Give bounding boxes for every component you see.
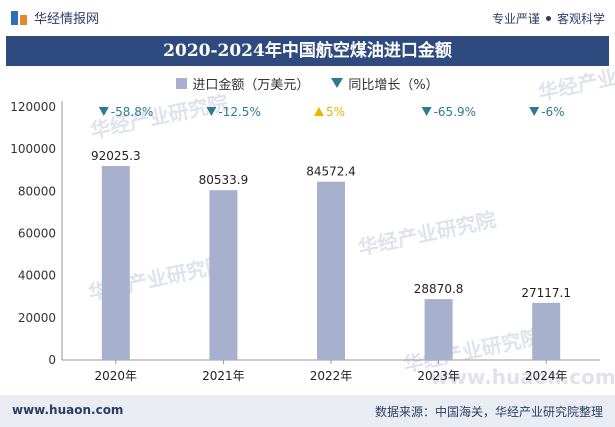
chart-area: 华经产业研究院华经产业研究院华经产业研究院华经产业研究院华经产业研究院www.h… (10, 52, 615, 389)
logo-icon (11, 10, 27, 25)
logo[interactable]: 华经情报网 (10, 8, 99, 27)
growth-label: -6% (541, 105, 564, 119)
chart-title: 2020-2024年中国航空煤油进口金额 (6, 36, 609, 66)
separator-dot-icon (545, 16, 551, 21)
legend-label-growth: 同比增长（%） (348, 78, 439, 93)
y-tick-label: 40000 (18, 269, 56, 283)
watermark-text: 华经产业研究院 (536, 52, 615, 105)
growth-label: -65.9% (434, 105, 476, 119)
data-label: 27117.1 (521, 286, 571, 300)
data-label: 28870.8 (414, 282, 464, 296)
bar (424, 299, 453, 360)
x-tick-label: 2022年 (310, 369, 353, 383)
watermark-url: www.huaon.com (430, 365, 615, 389)
y-tick-label: 120000 (10, 100, 56, 114)
tagline-right: 客观科学 (556, 12, 605, 26)
legend-label-amount: 进口金额（万美元） (192, 78, 310, 93)
watermark-text: 华经产业研究院 (88, 90, 230, 143)
legend-item-amount[interactable]: 进口金额（万美元） (176, 74, 309, 93)
growth-down-marker (529, 107, 540, 116)
x-tick-label: 2021年 (202, 369, 245, 383)
data-label: 80533.9 (199, 173, 249, 187)
bar (209, 190, 238, 360)
data-label: 84572.4 (306, 165, 356, 179)
y-tick-label: 60000 (18, 227, 56, 241)
growth-up-marker (314, 107, 324, 116)
data-label: 92025.3 (91, 149, 141, 163)
footer-website-link[interactable]: www.huaon.com (12, 403, 124, 417)
tagline-left: 专业严谨 (491, 12, 540, 26)
x-tick-label: 2023年 (417, 369, 460, 383)
growth-label: 5% (326, 105, 345, 119)
x-tick-label: 2020年 (95, 369, 138, 383)
bar (101, 165, 130, 360)
legend-swatch-bar-icon (176, 78, 188, 89)
chart-legend: 进口金额（万美元） 同比增长（%） (0, 74, 615, 93)
growth-down-marker (421, 107, 432, 116)
watermark-text: 华经产业研究院 (356, 207, 498, 260)
y-tick-label: 0 (48, 353, 56, 367)
top-bar: 华经情报网 专业严谨 客观科学 (0, 0, 615, 36)
y-tick-label: 80000 (18, 184, 56, 198)
growth-label: -58.8% (111, 105, 153, 119)
legend-item-growth[interactable]: 同比增长（%） (331, 74, 439, 93)
legend-triangle-icon (331, 78, 344, 88)
tagline: 专业严谨 客观科学 (492, 10, 605, 27)
y-tick-label: 100000 (10, 142, 56, 156)
bar (317, 181, 345, 360)
growth-label: -12.5% (218, 105, 260, 119)
logo-text: 华经情报网 (34, 12, 100, 27)
growth-down-marker (206, 107, 217, 116)
bar (532, 302, 561, 360)
x-tick-label: 2024年 (525, 369, 568, 383)
growth-down-marker (98, 107, 109, 116)
y-tick-label: 20000 (18, 311, 56, 325)
footer: www.huaon.com 数据来源：中国海关，华经产业研究院整理 (0, 395, 615, 427)
footer-source: 数据来源：中国海关，华经产业研究院整理 (374, 405, 603, 419)
